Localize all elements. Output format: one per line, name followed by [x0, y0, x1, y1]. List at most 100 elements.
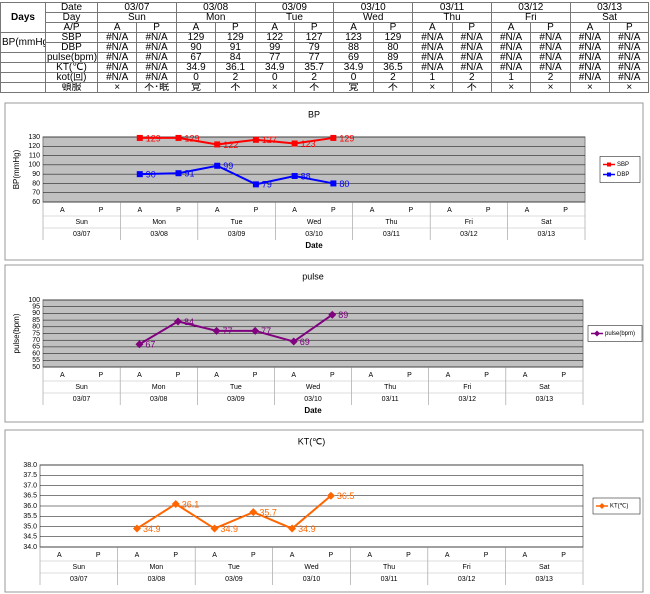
data-label: 90 — [146, 170, 156, 180]
x-tick-label: P — [176, 207, 181, 214]
x-tick-label: A — [137, 372, 142, 379]
day-label: Sun — [75, 219, 88, 226]
y-tick-label: 100 — [28, 297, 40, 304]
x-tick-label: A — [57, 552, 62, 559]
date-label: 03/08 — [150, 396, 168, 403]
data-cell: 67 — [175, 52, 217, 63]
date-label: 03/12 — [460, 231, 478, 238]
data-cell: Mon — [175, 12, 256, 23]
y-tick-label: 80 — [32, 180, 40, 187]
y-tick-label: 60 — [32, 350, 40, 357]
y-tick-label: 100 — [28, 162, 40, 169]
y-tick-label: 38.0 — [23, 462, 37, 469]
data-point — [210, 524, 219, 533]
data-cell: 77 — [254, 52, 295, 63]
data-cell: 129 — [175, 32, 217, 43]
x-tick-label: A — [60, 372, 65, 379]
legend — [592, 497, 641, 515]
data-cell: Wed — [333, 12, 414, 23]
data-cell: A — [96, 22, 138, 33]
legend-marker — [599, 503, 605, 509]
table-row: Days Date 03/07 03/08 03/09 03/10 03/11 03/12 03… — [0, 2, 650, 33]
data-point — [328, 310, 337, 319]
date-label: 03/08 — [148, 576, 166, 583]
legend-marker — [607, 162, 611, 167]
data-label: 35.7 — [259, 508, 277, 518]
date-label: 03/13 — [538, 231, 556, 238]
data-label: 36.5 — [337, 491, 355, 501]
date-label: 03/11 — [383, 231, 400, 238]
x-axis-label: Date — [305, 241, 323, 250]
data-cell: 80 — [372, 42, 414, 53]
table-row: 頓服 × 不･眠覚不 × 不覚不 × 不 × × × × — [0, 82, 650, 93]
day-label: Wed — [304, 564, 318, 571]
date-label: 03/07 — [73, 231, 91, 238]
data-cell: × — [412, 82, 453, 93]
data-label: 67 — [145, 340, 155, 350]
y-tick-label: 55 — [32, 357, 40, 364]
y-tick-label: 37.5 — [23, 472, 37, 479]
data-cell: 03/09 — [254, 2, 335, 13]
y-tick-label: 85 — [32, 317, 40, 324]
day-label: Thu — [385, 219, 397, 226]
x-axis-label: Date — [304, 406, 322, 415]
day-label: Sun — [75, 384, 88, 391]
data-cell: P — [372, 22, 414, 33]
data-label: 129 — [339, 133, 354, 143]
y-tick-label: 34.5 — [23, 534, 37, 541]
x-tick-label: A — [292, 207, 297, 214]
empty-cell — [0, 62, 46, 73]
x-tick-label: A — [137, 207, 142, 214]
data-cell: 不 — [372, 82, 414, 93]
table-row: DBP #N/A #N/A 90 91 99 79 88 80 #N/A #N/A #N/A #N/A #… — [1, 42, 650, 53]
data-cell: #N/A — [569, 72, 611, 83]
data-label: 77 — [261, 326, 271, 336]
y-tick-label: 36.5 — [23, 493, 37, 500]
data-label: 88 — [301, 171, 311, 181]
data-label: 79 — [262, 180, 272, 190]
data-cell: 91 — [215, 42, 256, 53]
table-row: pulse(bpm) #N/A #N/A 67 84 77 77 69 89 #N/A #N/A #N… — [0, 52, 650, 63]
data-label: 129 — [146, 133, 161, 143]
legend-label: SBP — [617, 162, 629, 168]
data-point — [291, 140, 298, 147]
y-tick-label: 120 — [28, 143, 40, 150]
data-point — [214, 141, 221, 148]
data-cell: #N/A — [451, 32, 492, 43]
x-tick-label: A — [212, 552, 217, 559]
x-tick-label: A — [290, 552, 295, 559]
y-tick-label: 34.0 — [23, 544, 37, 551]
date-label: 03/09 — [227, 396, 245, 403]
x-tick-label: P — [176, 372, 181, 379]
day-label: Wed — [306, 384, 320, 391]
y-tick-label: 90 — [32, 171, 40, 178]
x-tick-label: A — [445, 552, 450, 559]
row-label-cell: 頓服 — [45, 82, 98, 93]
date-label: 03/10 — [304, 396, 322, 403]
row-label-cell: Day — [45, 12, 98, 23]
y-tick-label: 70 — [32, 337, 40, 344]
x-tick-label: P — [329, 552, 334, 559]
data-cell: 36.1 — [215, 62, 256, 73]
data-cell: #N/A — [412, 32, 453, 43]
data-cell: #N/A — [136, 72, 177, 83]
data-cell: #N/A — [136, 62, 177, 73]
date-label: 03/10 — [305, 231, 323, 238]
x-tick-label: P — [484, 372, 489, 379]
data-point — [174, 317, 182, 326]
data-cell: 36.5 — [372, 62, 414, 73]
x-tick-label: A — [291, 372, 296, 379]
date-label: 03/13 — [535, 576, 553, 583]
data-cell: 03/07 — [97, 2, 177, 13]
x-tick-label: P — [486, 207, 491, 214]
data-cell: #N/A — [490, 32, 532, 43]
x-tick-label: A — [214, 372, 219, 379]
x-tick-label: A — [525, 207, 530, 214]
data-label: 91 — [185, 169, 195, 179]
data-cell: 0 — [333, 72, 374, 83]
date-label: 03/08 — [150, 231, 168, 238]
data-point — [136, 134, 143, 141]
date-label: 03/07 — [73, 396, 91, 403]
data-cell: 34.9 — [254, 62, 295, 73]
data-cell: #N/A — [136, 42, 177, 53]
